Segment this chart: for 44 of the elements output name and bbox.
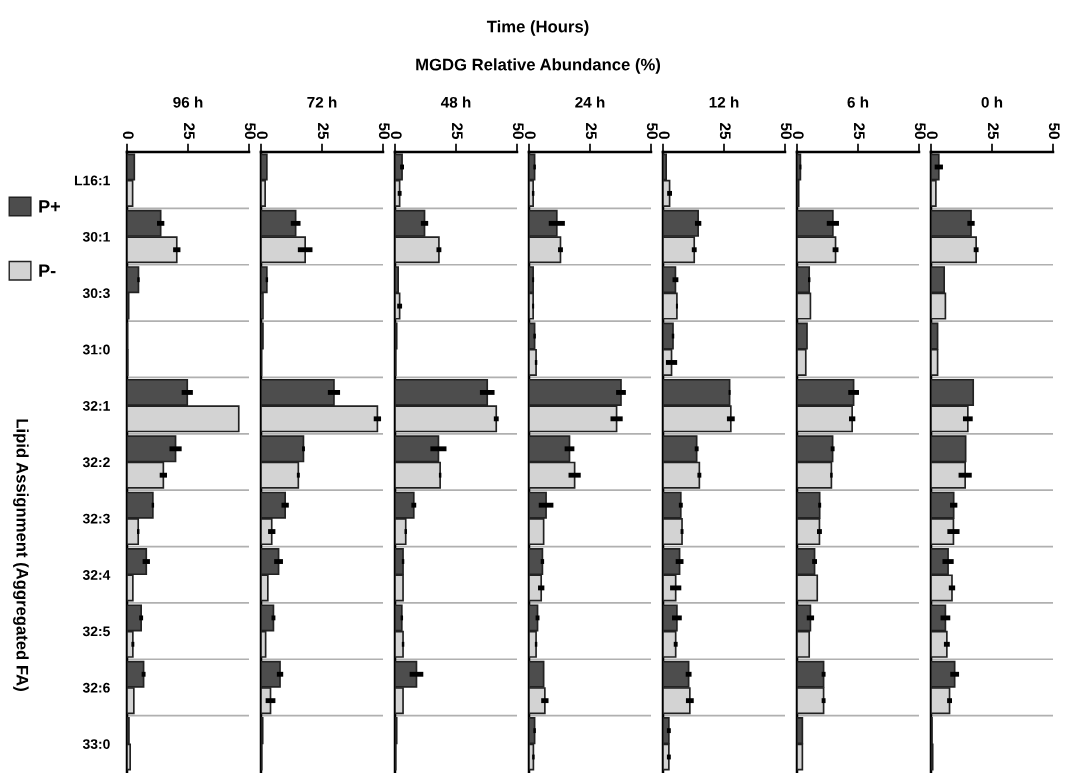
x-tick-label: 50 <box>378 122 390 139</box>
y-tick-label: 30:3 <box>82 288 110 299</box>
x-tick-label: 25 <box>853 123 865 140</box>
x-tick-label: 50 <box>1048 122 1060 139</box>
x-tick-label: 50 <box>646 122 658 139</box>
x-tick-label: 25 <box>585 123 597 140</box>
x-tick-label: 0 <box>524 131 536 139</box>
y-tick-label: 32:3 <box>82 513 110 524</box>
y-tick-label: 32:1 <box>82 400 110 411</box>
chart-title: 24 h <box>575 96 605 108</box>
y-axis-title: Lipid Assignment (Aggregated FA) <box>13 419 29 691</box>
chart-title: 0 h <box>981 96 1003 108</box>
x-tick-label: 50 <box>780 122 792 139</box>
x-tick-label: 0 <box>658 131 670 139</box>
x-tick-label: 25 <box>183 123 195 140</box>
x-tick-label: 0 <box>256 131 268 139</box>
y-tick-label: L16:1 <box>74 175 110 186</box>
x-tick-label: 25 <box>317 123 329 140</box>
x-tick-label: 50 <box>914 122 926 139</box>
y-tick-label: 30:1 <box>82 231 110 242</box>
y-tick-label: 32:4 <box>82 570 111 580</box>
x-tick-label: 0 <box>122 131 134 139</box>
y-tick-label: 31:0 <box>82 344 110 355</box>
chart-title: 48 h <box>440 96 471 108</box>
y-tick-label: 32:2 <box>82 457 110 468</box>
legend-label: P- <box>39 264 56 277</box>
y-tick-label: 32:5 <box>82 626 110 637</box>
chart-title: 72 h <box>307 96 337 108</box>
x-tick-label: 50 <box>512 122 524 139</box>
legend-label: P+ <box>39 200 60 213</box>
chart-title: 12 h <box>709 96 739 108</box>
x-tick-label: 0 <box>926 131 938 139</box>
chart-title: 96 h <box>173 96 203 108</box>
x-tick-label: 25 <box>719 123 731 140</box>
x-tick-label: 25 <box>451 123 463 140</box>
text: Time (Hours) <box>486 20 589 36</box>
y-tick-label: 33:0 <box>82 739 110 750</box>
x-tick-label: 50 <box>244 122 256 139</box>
x-tick-label: 0 <box>390 131 402 139</box>
chart-title: 6 h <box>847 96 869 108</box>
x-tick-label: 0 <box>792 131 804 139</box>
y-tick-label: 32:6 <box>82 682 110 693</box>
text: MGDG Relative Abundance (%) <box>416 58 661 74</box>
x-tick-label: 25 <box>987 123 999 140</box>
